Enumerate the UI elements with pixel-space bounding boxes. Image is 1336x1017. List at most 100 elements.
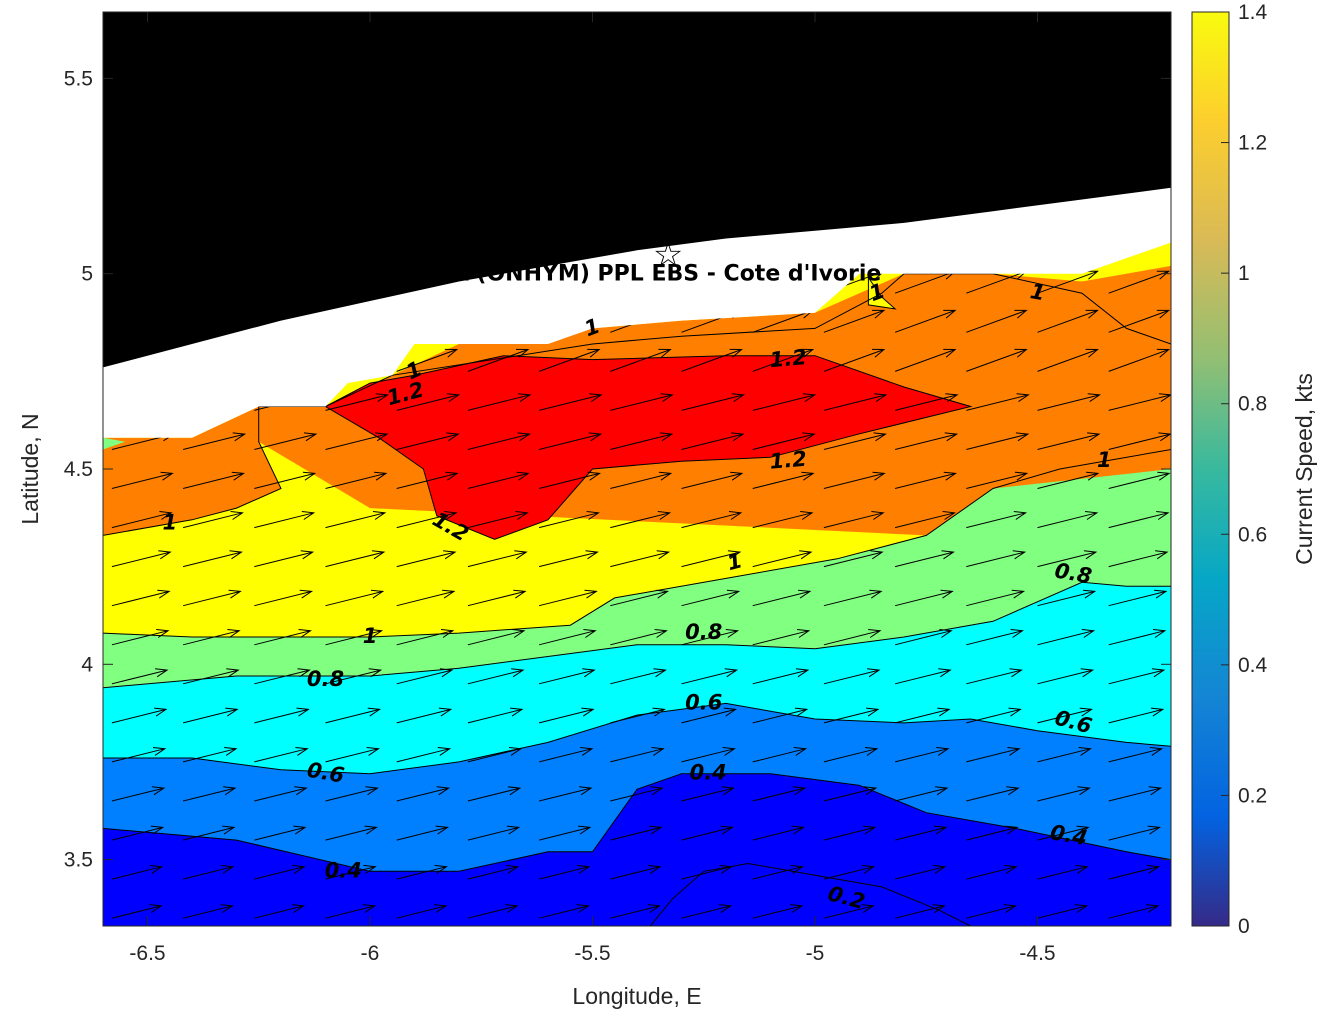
vector-arrow-147 — [966, 550, 1027, 568]
vector-arrow-14 — [1108, 904, 1160, 919]
vector-arrow-188 — [681, 432, 745, 450]
vector-arrow-50 — [467, 786, 522, 802]
vector-arrow-138 — [325, 550, 386, 568]
vector-arrow-1 — [182, 904, 234, 919]
vector-arrow-79 — [396, 707, 453, 724]
vector-arrow-217 — [610, 348, 672, 372]
vector-arrow-105 — [111, 629, 170, 646]
vector-arrow-103 — [1037, 668, 1095, 685]
vector-arrow-162 — [966, 511, 1028, 529]
vector-arrow-18 — [325, 864, 377, 880]
vector-arrow-130 — [823, 589, 883, 607]
vector-arrow-173 — [681, 471, 744, 489]
vector-arrow-46 — [182, 786, 237, 802]
vector-arrow-168 — [325, 471, 388, 489]
vector-arrow-9 — [752, 904, 804, 919]
vector-arrow-35 — [467, 825, 521, 841]
vector-arrow-144 — [752, 550, 813, 568]
vector-arrow-85 — [823, 707, 880, 724]
vector-arrow-216 — [538, 348, 601, 372]
vector-arrow-190 — [823, 432, 887, 450]
colorbar-tick-label-1: 0.2 — [1238, 784, 1267, 807]
contour-label-13: 1 — [1097, 448, 1112, 472]
site-marker-icon: ☆ — [653, 236, 683, 274]
vector-arrow-120 — [111, 589, 171, 607]
vector-arrow-127 — [610, 589, 670, 607]
vector-arrow-184 — [396, 432, 460, 450]
vector-arrow-202 — [610, 393, 674, 411]
vector-arrow-201 — [538, 393, 603, 411]
vector-arrow-183 — [325, 432, 389, 450]
vector-arrow-53 — [681, 786, 735, 802]
x-tick-label-4: -4.5 — [1019, 942, 1055, 965]
contour-label-1: 0.4 — [325, 858, 362, 882]
contour-line-c10 — [103, 449, 1171, 638]
vector-arrow-131 — [894, 589, 954, 607]
vector-arrow-10 — [823, 904, 875, 919]
vector-arrow-179 — [1108, 471, 1171, 489]
vector-arrow-76 — [182, 707, 239, 724]
vector-arrow-133 — [1037, 589, 1097, 607]
shelf-green-patch — [103, 437, 126, 450]
vector-arrow-95 — [467, 668, 525, 685]
y-axis-label: Latitude, N — [17, 413, 43, 524]
vector-arrow-157 — [610, 511, 672, 529]
vector-arrow-86 — [894, 707, 951, 724]
vector-arrow-187 — [610, 432, 674, 450]
vector-arrow-198 — [325, 393, 390, 411]
vector-arrow-28 — [1037, 864, 1089, 880]
vector-arrow-83 — [681, 707, 738, 724]
vector-arrow-41 — [894, 825, 948, 841]
vector-arrow-93 — [325, 668, 383, 685]
vector-arrow-134 — [1108, 589, 1168, 607]
x-tick-label-0: -6.5 — [129, 942, 165, 965]
vector-arrow-31 — [182, 825, 236, 841]
vector-arrow-176 — [894, 471, 958, 489]
x-axis: -6.5 -6 -5.5 -5 -4.5 — [129, 12, 1056, 965]
colorbar-gradient — [1191, 11, 1230, 927]
vector-arrow-220 — [823, 348, 886, 372]
contour-label-2: 0.4 — [690, 761, 727, 785]
vector-arrow-129 — [752, 589, 812, 607]
vector-arrow-7 — [610, 904, 662, 919]
vector-arrow-91 — [182, 668, 240, 685]
vector-arrow-150 — [111, 511, 173, 529]
vector-arrow-115 — [823, 629, 882, 646]
vector-arrow-123 — [325, 589, 385, 607]
vector-arrow-20 — [467, 864, 520, 880]
colorbar-tick-label-4: 0.8 — [1238, 393, 1267, 416]
vector-arrow-171 — [538, 471, 602, 489]
vector-arrow-145 — [823, 550, 884, 568]
vector-arrow-207 — [966, 393, 1030, 411]
vector-arrow-153 — [325, 511, 387, 529]
vector-arrow-106 — [182, 629, 241, 646]
vector-arrow-69 — [752, 747, 808, 763]
vector-arrow-45 — [111, 786, 166, 802]
vector-arrow-70 — [823, 747, 879, 763]
vector-arrow-56 — [894, 786, 949, 802]
vector-arrow-89 — [1108, 707, 1165, 724]
vector-arrow-239 — [1108, 309, 1171, 333]
colorbar-label: Current Speed, kts — [1291, 373, 1317, 565]
vector-arrow-25 — [823, 864, 876, 880]
vector-arrow-107 — [254, 629, 312, 646]
vector-arrow-224 — [1108, 348, 1171, 372]
vector-arrow-237 — [966, 309, 1028, 333]
vector-arrow-99 — [752, 668, 810, 685]
vector-arrow-113 — [681, 629, 740, 646]
vector-arrow-97 — [610, 668, 667, 685]
contour-label-11: 1 — [724, 548, 744, 575]
x-tick-label-3: -5 — [806, 942, 825, 965]
vector-arrow-104 — [1108, 668, 1166, 685]
vector-arrow-110 — [467, 629, 526, 646]
vector-arrow-61 — [182, 747, 238, 763]
vector-arrow-122 — [254, 589, 314, 607]
vector-arrow-26 — [894, 864, 947, 880]
vector-arrow-139 — [396, 550, 457, 568]
vector-arrow-55 — [823, 786, 878, 802]
vector-arrow-193 — [1037, 432, 1101, 450]
vector-arrow-67 — [610, 747, 665, 763]
vector-arrow-159 — [752, 511, 814, 529]
contour-line-c04 — [103, 773, 1171, 872]
vector-arrow-96 — [538, 668, 596, 685]
